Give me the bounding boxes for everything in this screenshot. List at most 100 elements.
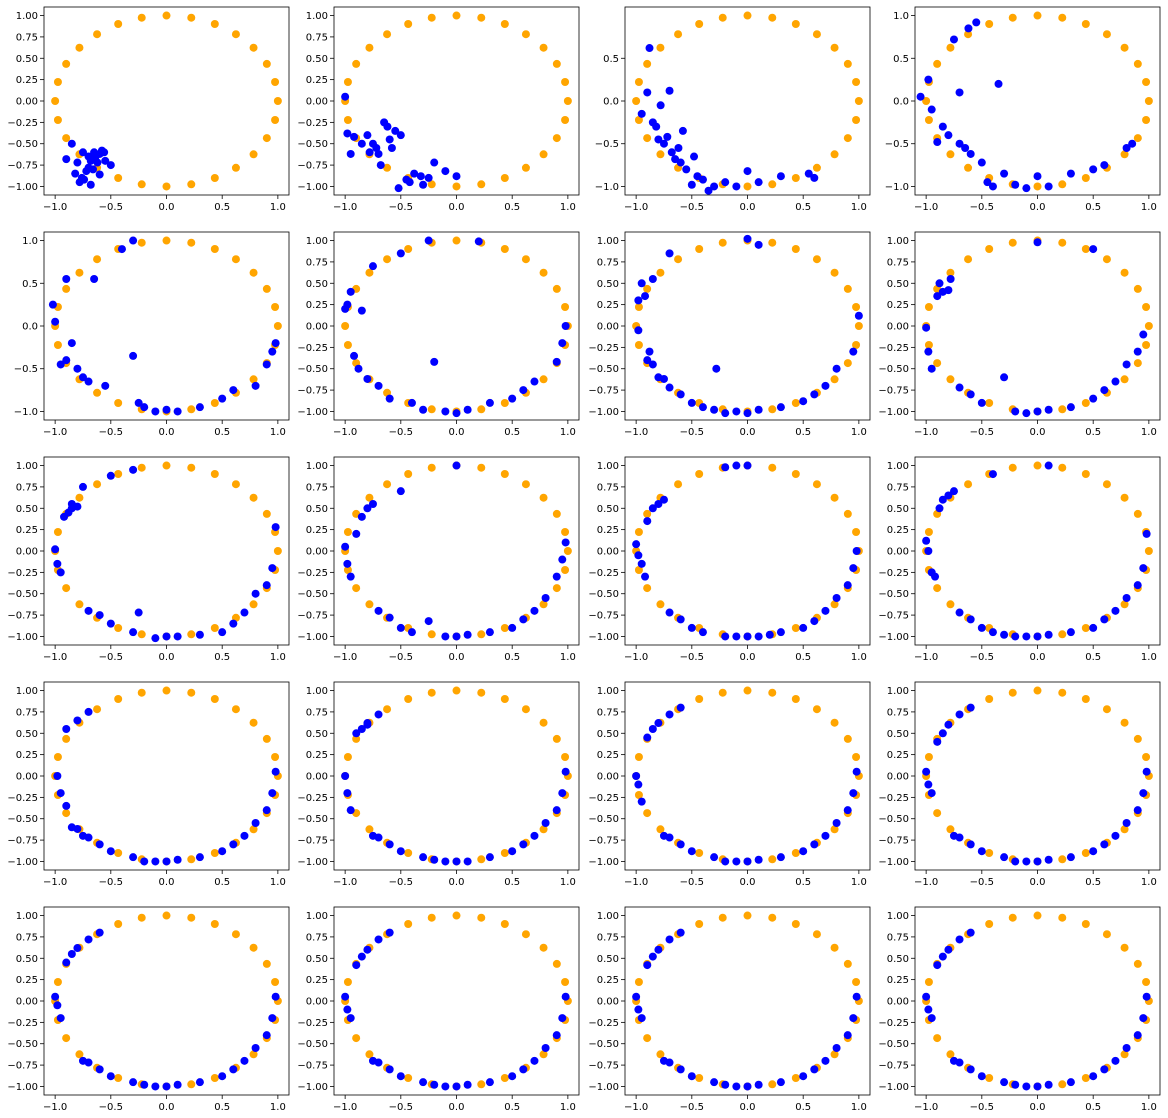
data-point bbox=[832, 364, 841, 373]
target-point bbox=[187, 238, 196, 247]
data-point bbox=[84, 606, 93, 615]
data-point bbox=[173, 855, 182, 864]
y-tick-label: −1.00 bbox=[878, 632, 909, 643]
data-point bbox=[637, 109, 646, 118]
data-point bbox=[251, 1044, 260, 1052]
y-tick-label: −1.00 bbox=[878, 1082, 909, 1093]
x-tick-label: −1.0 bbox=[914, 1102, 938, 1113]
target-point bbox=[656, 150, 665, 159]
data-point bbox=[924, 780, 933, 789]
y-tick-label: −0.75 bbox=[297, 161, 328, 172]
target-point bbox=[634, 791, 643, 800]
target-point bbox=[632, 97, 641, 105]
target-point bbox=[1142, 302, 1151, 311]
target-point bbox=[477, 180, 486, 189]
x-tick-label: 0.0 bbox=[1030, 1102, 1046, 1113]
target-point bbox=[768, 463, 777, 472]
data-point bbox=[385, 613, 394, 622]
data-point bbox=[1066, 169, 1075, 178]
target-point bbox=[539, 825, 548, 834]
y-tick-label: 1.00 bbox=[306, 461, 328, 472]
data-point bbox=[357, 306, 366, 315]
target-point bbox=[262, 59, 271, 68]
y-tick-label: 1.00 bbox=[597, 461, 619, 472]
target-point bbox=[812, 480, 821, 489]
target-point bbox=[365, 600, 374, 609]
data-point bbox=[854, 311, 863, 320]
data-point bbox=[1142, 529, 1151, 538]
data-point bbox=[396, 623, 405, 632]
target-point bbox=[249, 268, 258, 277]
y-tick-label: 0.25 bbox=[306, 975, 328, 986]
target-point bbox=[656, 268, 665, 277]
data-point bbox=[665, 249, 674, 258]
target-point bbox=[1008, 238, 1017, 247]
target-point bbox=[1120, 493, 1129, 502]
data-point bbox=[710, 182, 719, 191]
target-point bbox=[643, 284, 652, 293]
data-point bbox=[704, 186, 713, 195]
data-point bbox=[946, 275, 955, 283]
target-point bbox=[852, 302, 861, 311]
target-point bbox=[539, 600, 548, 609]
data-point bbox=[1142, 767, 1151, 776]
y-tick-label: 1.0 bbox=[893, 11, 909, 22]
y-tick-label: 0.75 bbox=[597, 482, 619, 493]
data-point bbox=[508, 623, 517, 632]
x-tick-label: −1.0 bbox=[914, 202, 938, 213]
data-point bbox=[407, 398, 416, 407]
y-tick-label: −0.25 bbox=[7, 118, 38, 129]
data-point bbox=[1033, 407, 1042, 416]
data-point bbox=[776, 403, 785, 412]
data-point bbox=[656, 101, 665, 110]
target-point bbox=[343, 752, 352, 761]
data-point bbox=[955, 88, 964, 97]
y-tick-label: −0.75 bbox=[878, 386, 909, 397]
target-point bbox=[561, 977, 570, 986]
x-tick-label: 0.0 bbox=[740, 877, 756, 888]
target-point bbox=[352, 734, 361, 743]
data-point bbox=[508, 847, 517, 856]
x-tick-label: 1.0 bbox=[851, 1102, 867, 1113]
target-point bbox=[985, 848, 994, 857]
data-point bbox=[95, 928, 104, 937]
x-tick-label: 0.5 bbox=[504, 427, 520, 438]
target-point bbox=[812, 930, 821, 939]
target-point bbox=[843, 284, 852, 293]
target-point bbox=[1033, 182, 1042, 191]
data-point bbox=[368, 500, 377, 508]
data-point bbox=[1133, 806, 1142, 815]
x-tick-label: −0.5 bbox=[970, 202, 994, 213]
target-point bbox=[1081, 848, 1090, 857]
subplot-10: −1.0 −0.5 0.0 0.5 1.0 −1.00 −0.75 −0.50 −0.25 0.0… bbox=[297, 456, 580, 663]
target-point bbox=[1142, 77, 1151, 86]
target-point bbox=[1033, 11, 1042, 20]
x-tick-label: −1.0 bbox=[624, 427, 648, 438]
data-point bbox=[938, 122, 947, 131]
data-point bbox=[410, 169, 419, 178]
y-tick-label: −0.50 bbox=[297, 589, 328, 600]
y-tick-label: −0.75 bbox=[297, 1061, 328, 1072]
data-point bbox=[530, 1056, 539, 1065]
x-tick-label: −1.0 bbox=[333, 1102, 357, 1113]
data-point bbox=[101, 156, 110, 165]
data-point bbox=[129, 236, 138, 245]
data-point bbox=[654, 135, 663, 144]
x-tick-label: −0.5 bbox=[970, 877, 994, 888]
target-point bbox=[830, 43, 839, 52]
target-point bbox=[343, 341, 352, 350]
target-point bbox=[768, 688, 777, 697]
data-point bbox=[1100, 1065, 1109, 1074]
plot-frame bbox=[914, 681, 1161, 871]
x-tick-label: −0.5 bbox=[680, 877, 704, 888]
data-point bbox=[1089, 847, 1098, 856]
data-point bbox=[195, 403, 204, 412]
x-tick-label: 1.0 bbox=[560, 1102, 576, 1113]
data-point bbox=[721, 409, 730, 418]
target-point bbox=[561, 116, 570, 125]
data-point bbox=[151, 1082, 160, 1091]
target-point bbox=[75, 600, 84, 609]
target-point bbox=[563, 547, 572, 555]
x-tick-label: 1.0 bbox=[270, 427, 286, 438]
target-point bbox=[695, 1073, 704, 1082]
